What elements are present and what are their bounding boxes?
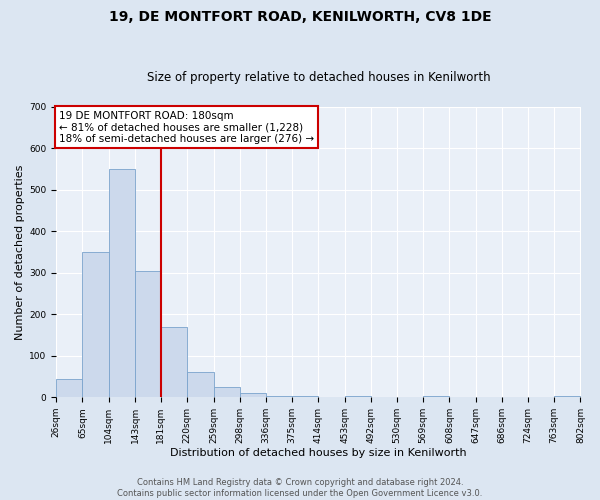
Bar [214,387,240,397]
Y-axis label: Number of detached properties: Number of detached properties [15,164,25,340]
X-axis label: Distribution of detached houses by size in Kenilworth: Distribution of detached houses by size … [170,448,467,458]
Bar [292,396,319,397]
Bar [240,393,266,397]
Text: 19 DE MONTFORT ROAD: 180sqm
← 81% of detached houses are smaller (1,228)
18% of : 19 DE MONTFORT ROAD: 180sqm ← 81% of det… [59,110,314,144]
Text: Contains HM Land Registry data © Crown copyright and database right 2024.
Contai: Contains HM Land Registry data © Crown c… [118,478,482,498]
Title: Size of property relative to detached houses in Kenilworth: Size of property relative to detached ho… [146,72,490,85]
Bar [82,252,109,397]
Bar [344,396,371,397]
Bar [109,169,135,397]
Text: 19, DE MONTFORT ROAD, KENILWORTH, CV8 1DE: 19, DE MONTFORT ROAD, KENILWORTH, CV8 1D… [109,10,491,24]
Bar [135,270,161,397]
Bar [161,328,187,397]
Bar [423,396,449,397]
Bar [56,378,82,397]
Bar [554,396,580,397]
Bar [187,372,214,397]
Bar [266,396,292,397]
